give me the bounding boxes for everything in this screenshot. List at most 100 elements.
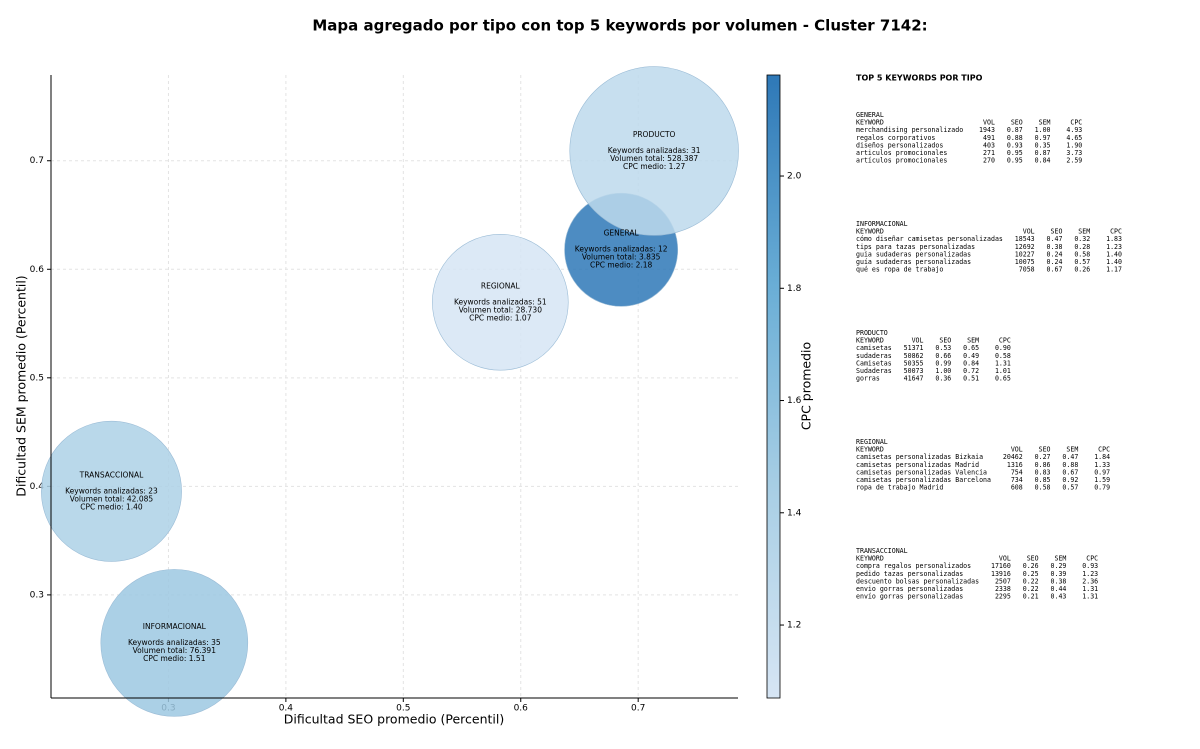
table-cell: 0.97 [1094, 468, 1110, 476]
table-cell: 4.65 [1066, 134, 1082, 142]
table-cell: 50355 [904, 359, 924, 367]
table-cell: 1316 [1007, 461, 1023, 469]
y-tick-label: 0.4 [30, 482, 45, 492]
bubble-annotation: Volumen total: 3.835 [582, 253, 661, 262]
table-cell: 10227 [1015, 250, 1035, 258]
table-cell: 0.53 [935, 344, 951, 352]
table-cell: articulos promocionales [856, 149, 947, 157]
table-cell: 50073 [904, 367, 924, 375]
table-cell: 1.84 [1094, 453, 1110, 461]
table-cell: ropa de trabajo Madrid [856, 484, 943, 492]
table-cell: 1.01 [995, 367, 1011, 375]
table-cell: 1.31 [1082, 585, 1098, 593]
bubble-name: REGIONAL [481, 281, 521, 290]
table-cell: camisetas personalizadas Madrid [856, 461, 979, 469]
table-cell: 271 [983, 149, 995, 157]
bubble-annotation: CPC medio: 1.40 [80, 502, 143, 511]
table-cell: tips para tazas personalizadas [856, 243, 975, 251]
colorbar [766, 74, 781, 699]
table-cell: guía sudaderas personalizadas [856, 258, 971, 266]
table-cell: 0.22 [1023, 577, 1039, 585]
table-header: SEO [1051, 228, 1063, 236]
table-cell: 0.67 [1047, 266, 1063, 274]
table-cell: envio gorras personalizadas [856, 585, 963, 593]
bubble-name: INFORMACIONAL [143, 622, 207, 631]
table-cell: 2.59 [1066, 157, 1082, 165]
table-header: SEM [1039, 119, 1051, 127]
colorbar-label: CPC promedio [799, 342, 814, 430]
table-cell: envío gorras personalizadas [856, 593, 963, 601]
table-cell: 0.84 [1035, 157, 1051, 165]
table-cell: camisetas [856, 344, 892, 352]
table-cell: 0.58 [1074, 250, 1090, 258]
table-cell: 0.88 [1062, 461, 1078, 469]
table-cell: sudaderas [856, 352, 892, 360]
table-cell: 0.24 [1047, 250, 1063, 258]
table-cell: 0.99 [935, 359, 951, 367]
y-axis-label: Dificultad SEM promedio (Percentil) [14, 275, 29, 496]
table-cell: 10075 [1015, 258, 1035, 266]
table-cell: 0.38 [1051, 577, 1067, 585]
table-cell: qué es ropa de trabajo [856, 266, 943, 274]
table-cell: regalos corporativos [856, 134, 935, 142]
table-cell: 0.38 [1047, 243, 1063, 251]
table-cell: 0.58 [995, 352, 1011, 360]
table-cell: 1.83 [1106, 235, 1122, 243]
table-cell: 0.21 [1023, 593, 1039, 601]
table-cell: 0.39 [1051, 570, 1067, 578]
table-cell: 41647 [904, 375, 924, 383]
table-cell: merchandising personalizado [856, 126, 963, 134]
table-cell: 0.88 [1007, 134, 1023, 142]
table-cell: 0.65 [995, 375, 1011, 383]
bubble [41, 420, 182, 562]
table-cell: 0.85 [1035, 476, 1051, 484]
table-cell: 1.33 [1094, 461, 1110, 469]
bubble [569, 66, 739, 236]
table-cell: 12692 [1015, 243, 1035, 251]
table-cell: gorras [856, 375, 880, 383]
table-cell: 0.47 [1047, 235, 1063, 243]
table-cell: cómo diseñar camisetas personalizadas [856, 235, 1003, 243]
bubble-name: GENERAL [604, 229, 640, 238]
x-tick-label: 0.6 [514, 704, 529, 714]
x-axis-label: Dificultad SEO promedio (Percentil) [284, 712, 504, 727]
table-cell: 0.58 [1035, 484, 1051, 492]
table-header: VOL [1011, 446, 1023, 454]
table-cell: 1.23 [1082, 570, 1098, 578]
table-header: CPC [1086, 555, 1098, 563]
table-cell: 1.17 [1106, 266, 1122, 274]
table-header: SEO [1039, 446, 1051, 454]
table-cell: 0.86 [1035, 461, 1051, 469]
table-header: SEO [939, 337, 951, 345]
table-cell: 0.25 [1023, 570, 1039, 578]
table-cell: 2295 [995, 593, 1011, 601]
bubble-annotation: CPC medio: 1.51 [143, 654, 206, 663]
table-cell: 0.97 [1035, 134, 1051, 142]
table-cell: 0.26 [1074, 266, 1090, 274]
panel-title: TOP 5 KEYWORDS POR TIPO [856, 74, 983, 83]
table-cell: guia sudaderas personalizadas [856, 250, 971, 258]
table-cell: 491 [983, 134, 995, 142]
table-cell: 0.28 [1074, 243, 1090, 251]
table-header: CPC [1098, 446, 1110, 454]
table-cell: 0.93 [1007, 141, 1023, 149]
table-cell: 0.93 [1082, 562, 1098, 570]
table-cell: 1.59 [1094, 476, 1110, 484]
bubble-annotation: Volumen total: 42.085 [70, 494, 154, 503]
section-name: PRODUCTO [856, 329, 888, 337]
table-cell: 17160 [991, 562, 1011, 570]
table-cell: 270 [983, 157, 995, 165]
table-cell: 50862 [904, 352, 924, 360]
table-cell: 0.35 [1035, 141, 1051, 149]
colorbar-tick-label: 1.6 [787, 396, 802, 406]
table-cell: 1943 [979, 126, 995, 134]
table-cell: 0.57 [1062, 484, 1078, 492]
colorbar-tick-label: 1.4 [787, 508, 802, 518]
bubble-annotation: Volumen total: 28.730 [459, 305, 543, 314]
table-header: VOL [1023, 228, 1035, 236]
bubble-annotation: Volumen total: 528.387 [610, 154, 698, 163]
table-header: VOL [999, 555, 1011, 563]
table-header: VOL [912, 337, 924, 345]
table-cell: 0.57 [1074, 258, 1090, 266]
bubble-annotation: Keywords analizadas: 31 [608, 146, 701, 155]
